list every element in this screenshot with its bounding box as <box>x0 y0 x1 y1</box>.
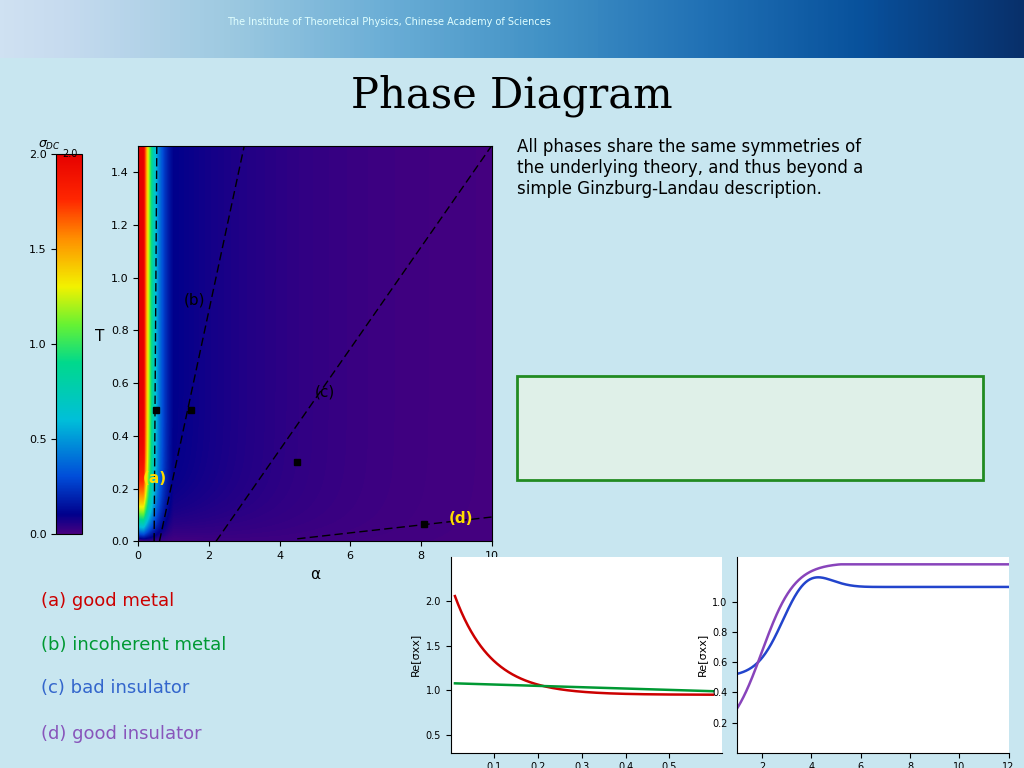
X-axis label: α: α <box>310 567 319 581</box>
Y-axis label: Re[σxx]: Re[σxx] <box>696 633 707 677</box>
Text: 2.0: 2.0 <box>61 149 78 159</box>
Y-axis label: T: T <box>95 329 104 344</box>
Text: (d): (d) <box>450 511 474 526</box>
Text: (c) bad insulator: (c) bad insulator <box>41 680 189 697</box>
Text: (a) good metal: (a) good metal <box>41 591 174 610</box>
Y-axis label: Re[σxx]: Re[σxx] <box>410 633 420 677</box>
Text: (b): (b) <box>184 292 206 307</box>
Text: (d) good insulator: (d) good insulator <box>41 725 202 743</box>
Text: Is there any other probe that is able to
characterize different phases?: Is there any other probe that is able to… <box>541 409 862 448</box>
Text: (c): (c) <box>315 385 335 399</box>
Text: (b) incoherent metal: (b) incoherent metal <box>41 635 226 654</box>
Text: (a): (a) <box>142 472 167 486</box>
Text: $\sigma_{DC}$: $\sigma_{DC}$ <box>38 138 60 151</box>
Text: The Institute of Theoretical Physics, Chinese Academy of Sciences: The Institute of Theoretical Physics, Ch… <box>227 17 551 27</box>
Text: All phases share the same symmetries of
the underlying theory, and thus beyond a: All phases share the same symmetries of … <box>517 138 863 198</box>
Text: Phase Diagram: Phase Diagram <box>351 74 673 118</box>
